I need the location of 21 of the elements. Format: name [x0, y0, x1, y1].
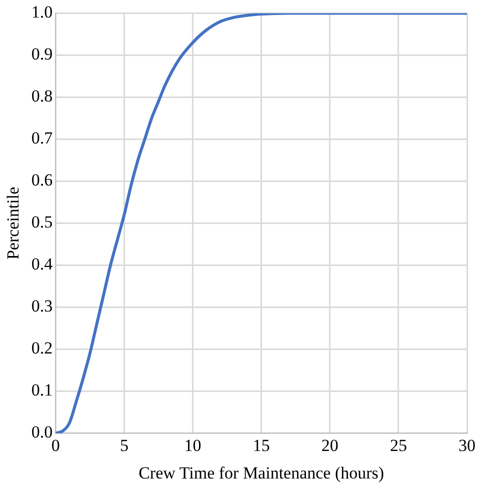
y-tick-label: 0.6 — [31, 170, 53, 190]
y-tick-label: 0.4 — [31, 254, 54, 274]
y-tick-label: 0.5 — [31, 212, 53, 232]
x-tick-label: 5 — [120, 436, 128, 455]
y-tick-label: 0.8 — [31, 86, 53, 106]
y-tick-label: 1.0 — [31, 2, 53, 22]
y-tick-label: 0.0 — [31, 422, 53, 442]
x-tick-label: 20 — [321, 436, 338, 455]
x-tick-label: 25 — [390, 436, 407, 455]
x-tick-label: 0 — [51, 436, 60, 455]
line-series — [56, 13, 467, 434]
y-tick-label: 0.1 — [31, 380, 53, 400]
y-tick-label: 0.9 — [31, 44, 53, 64]
x-tick-label: 30 — [458, 436, 476, 455]
x-tick-label: 10 — [184, 436, 202, 455]
y-axis-title: Perceintile — [4, 186, 23, 260]
y-tick-label: 0.2 — [31, 338, 53, 358]
y-tick-label: 0.7 — [31, 128, 54, 148]
x-axis-title: Crew Time for Maintenance (hours) — [138, 463, 384, 482]
y-tick-label: 0.3 — [31, 296, 53, 316]
x-tick-label: 15 — [252, 436, 270, 455]
